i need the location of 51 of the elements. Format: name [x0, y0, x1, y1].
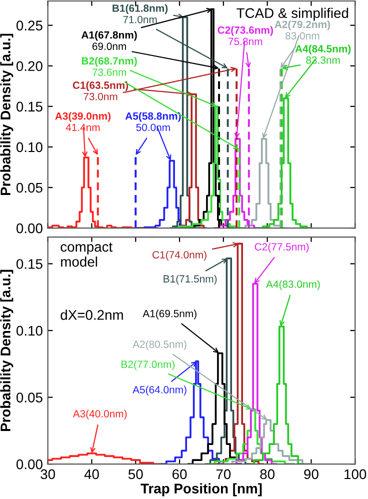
- x-tick-label: 90: [304, 469, 318, 480]
- y-axis-title: Probability Density [a.u.]: [0, 270, 14, 432]
- y-tick-label: 0.05: [16, 182, 42, 193]
- annotation: A1(67.8nm): [81, 31, 137, 41]
- annotation: A5(64.0nm): [132, 386, 186, 396]
- annotation: C2(77.5nm): [254, 242, 309, 253]
- x-tick-label: 30: [40, 469, 56, 480]
- x-tick-label: 60: [172, 469, 187, 480]
- y-tick-label: 0.00: [16, 459, 42, 470]
- annotation: B2(77.0nm): [122, 360, 174, 370]
- x-tick-label: 80: [260, 469, 275, 480]
- annotation: 50.0nm: [136, 124, 170, 132]
- annotation: B2(68.7nm): [82, 56, 137, 67]
- annotation: A2(80.5nm): [132, 340, 186, 350]
- y-tick-label: 0.05: [16, 392, 42, 402]
- annotation: A3(40.0nm): [72, 410, 127, 420]
- annotation: 41.4nm: [66, 124, 100, 131]
- y-tick-label: 0.15: [16, 102, 42, 112]
- annotation: B1(61.8nm): [112, 4, 168, 14]
- x-axis-title: Trap Position [nm]: [140, 483, 262, 496]
- annotation: C1(74.0nm): [152, 250, 206, 261]
- annotation: A5(58.8nm): [125, 112, 181, 122]
- annotation: 73.6nm: [92, 68, 126, 76]
- annotation: TCAD & simplified: [236, 8, 348, 21]
- annotation: B1(71.5nm): [164, 274, 217, 285]
- x-tick-label: 100: [344, 469, 366, 480]
- annotation: A2(79.2nm): [274, 20, 330, 30]
- y-tick-label: 0.10: [16, 326, 42, 336]
- annotation: 83.0nm: [286, 32, 320, 40]
- annotation: A4(84.5nm): [295, 44, 351, 55]
- annotation: A1(69.5nm): [142, 310, 196, 320]
- annotation: C1(63.5nm): [72, 81, 128, 91]
- annotation: 71.0nm: [123, 16, 157, 24]
- annotation: A3(39.0nm): [55, 112, 111, 122]
- y-tick-label: 0.15: [16, 259, 42, 269]
- y-tick-label: 0.25: [16, 20, 42, 30]
- annotation: 69.0nm: [92, 42, 126, 50]
- x-tick-label: 70: [216, 469, 231, 480]
- annotation: 73.0nm: [84, 92, 118, 100]
- annotation: C2(73.6nm): [218, 26, 273, 36]
- y-tick-label: 0.20: [16, 61, 42, 72]
- annotation: dX=0.2nm: [60, 310, 123, 320]
- annotation: 75.8nm: [228, 38, 262, 46]
- annotation: 83.3nm: [306, 56, 340, 64]
- x-tick-label: 50: [128, 469, 143, 480]
- annotation: compact model: [60, 242, 113, 267]
- x-tick-label: 40: [84, 469, 99, 480]
- annotation: A4(83.0nm): [266, 280, 320, 290]
- y-tick-label: 0.10: [16, 142, 42, 152]
- y-axis-title: Probability Density [a.u.]: [0, 34, 14, 196]
- y-tick-label: 0.00: [16, 223, 42, 234]
